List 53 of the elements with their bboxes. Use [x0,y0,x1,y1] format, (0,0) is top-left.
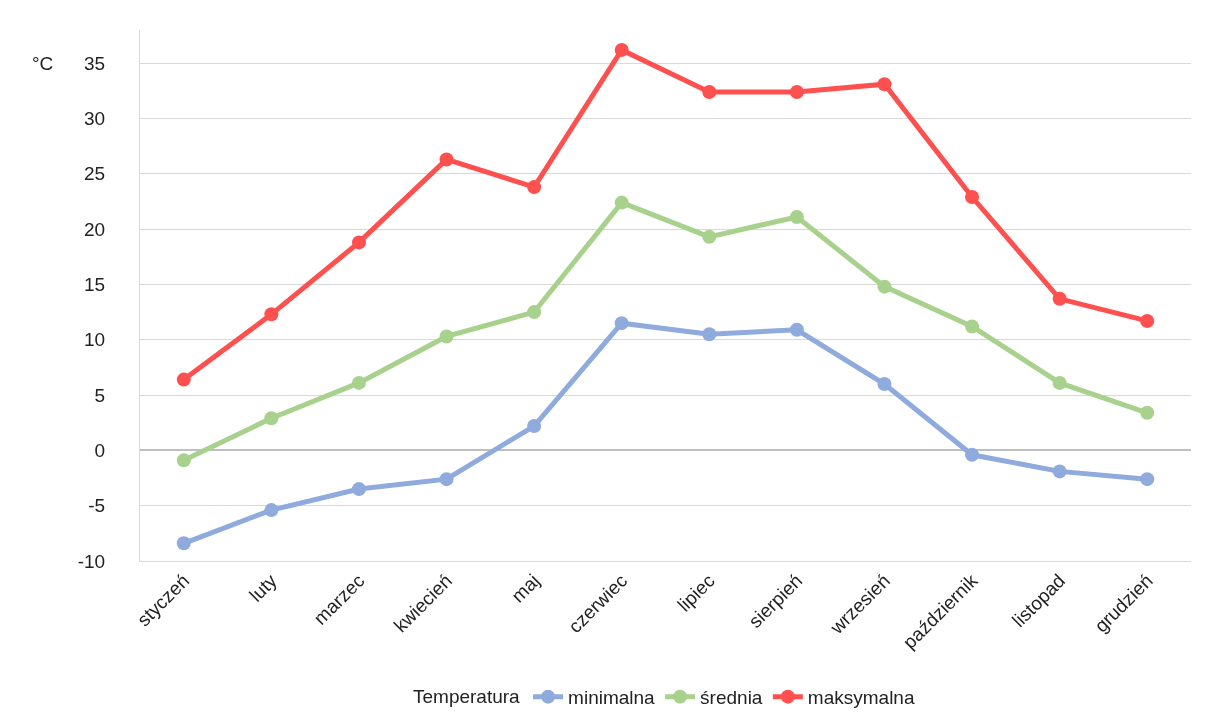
point [439,472,454,487]
y-tick-label: 10 [84,329,106,351]
point [1140,313,1155,328]
point [264,503,279,518]
point [702,327,717,342]
point [1052,375,1067,390]
legend-label: minimalna [568,687,656,709]
point [351,375,366,390]
point [176,453,191,468]
y-tick-label: 20 [84,218,106,240]
point [527,180,542,195]
y-tick-label: 25 [84,163,106,185]
point [789,322,804,337]
y-tick-label: -10 [77,550,106,572]
point [614,316,629,331]
point [614,42,629,57]
y-tick-label: -5 [88,495,106,517]
point [351,235,366,250]
point [877,77,892,92]
x-tick-label: luty [245,569,282,606]
point [614,195,629,210]
point [965,447,980,462]
point [264,411,279,426]
point [351,482,366,497]
y-tick-label: 35 [84,52,106,74]
point [264,307,279,322]
y-tick-label: 30 [84,108,106,130]
point [789,209,804,224]
point [527,419,542,434]
point [702,84,717,99]
point [877,279,892,294]
x-tick-label: maj [507,570,544,607]
point [439,152,454,167]
legend-label: średnia [700,687,763,709]
y-axis-title: °C [32,53,54,74]
point [965,190,980,205]
point [439,329,454,344]
point [877,377,892,391]
point [789,84,804,99]
y-tick-label: 0 [94,440,106,462]
point [176,536,191,551]
legend-title: Temperatura [413,685,521,707]
point [1140,405,1155,420]
point [176,372,191,387]
y-tick-label: 15 [84,274,106,296]
point [527,305,542,320]
point [1052,464,1067,479]
point [702,229,717,244]
legend-label: maksymalna [807,687,915,709]
y-tick-label: 5 [94,384,106,406]
point [965,319,980,334]
point [1052,291,1067,306]
point [1140,472,1155,487]
